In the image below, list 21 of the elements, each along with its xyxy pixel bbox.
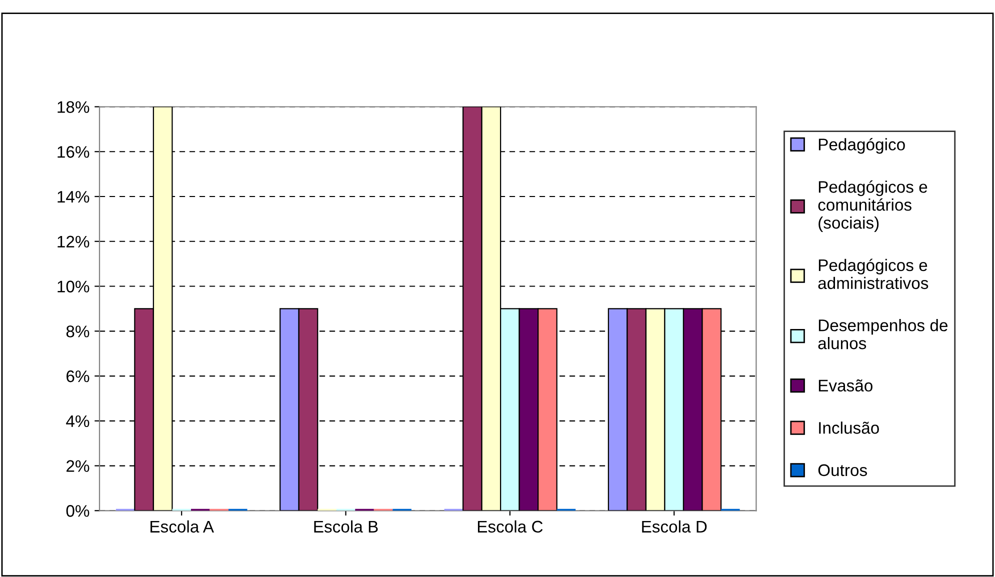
x-tick-label: Escola B — [314, 520, 378, 533]
y-tick-label: 0% — [66, 505, 90, 517]
legend-label: Desempenhos de alunos — [818, 319, 948, 350]
legend-label: Pedagógicos e comunitários (sociais) — [818, 180, 928, 232]
y-tick-label: 6% — [66, 370, 90, 382]
y-tick-label: 18% — [58, 101, 90, 113]
y-tick-label: 4% — [66, 415, 90, 428]
legend-label: Inclusão — [819, 422, 879, 434]
y-tick-label: 16% — [58, 146, 90, 158]
y-tick-label: 12% — [58, 236, 90, 248]
x-tick-label: Escola D — [642, 520, 707, 533]
y-tick-label: 14% — [58, 190, 90, 203]
legend-label: Outros — [818, 464, 867, 476]
y-tick-label: 10% — [58, 280, 90, 292]
x-tick-label: Escola C — [478, 520, 543, 533]
x-tick-label: Escola A — [150, 520, 214, 533]
legend-label: Pedagógicos e administrativos — [818, 258, 928, 290]
y-tick-label: 8% — [66, 326, 90, 338]
legend-label: Pedagógico — [818, 138, 905, 154]
legend-label: Evasão — [818, 379, 872, 392]
y-tick-label: 2% — [66, 460, 90, 472]
